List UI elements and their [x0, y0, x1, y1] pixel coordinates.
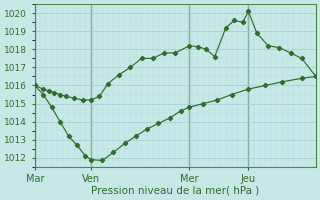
X-axis label: Pression niveau de la mer( hPa ): Pression niveau de la mer( hPa ): [91, 186, 260, 196]
